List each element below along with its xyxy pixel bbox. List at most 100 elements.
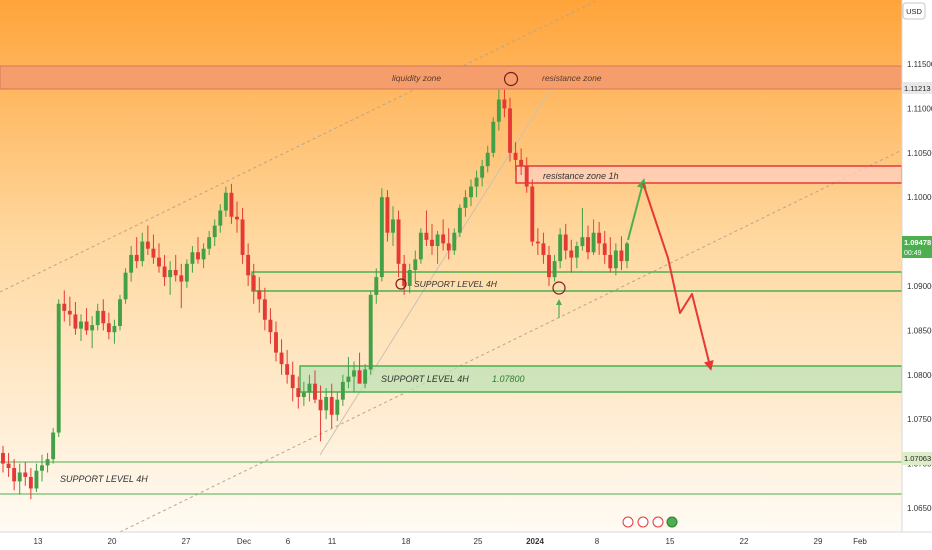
support-level-4h-mid[interactable] bbox=[299, 365, 903, 393]
candle-body bbox=[586, 237, 590, 253]
candle-body bbox=[262, 299, 267, 320]
candle-body bbox=[296, 388, 301, 397]
candle-body bbox=[229, 192, 234, 217]
candle-body bbox=[218, 210, 223, 226]
y-tick-label: 1.07500 bbox=[907, 415, 932, 424]
candle-body bbox=[574, 246, 579, 258]
candle-body bbox=[79, 321, 83, 329]
liquidity-resistance-zone[interactable] bbox=[0, 65, 903, 90]
candle-body bbox=[12, 468, 17, 482]
candle-body bbox=[157, 257, 161, 267]
candle-body bbox=[563, 234, 568, 251]
candle-body bbox=[90, 325, 95, 331]
candle-body bbox=[346, 376, 351, 382]
candle-body bbox=[418, 232, 423, 260]
candle-body bbox=[212, 225, 217, 238]
candle-body bbox=[441, 234, 446, 244]
last-price-text: 1.09478 bbox=[904, 238, 931, 247]
candle-body bbox=[513, 152, 518, 160]
candle-body bbox=[51, 432, 56, 460]
candle-body bbox=[95, 310, 100, 326]
candle-body bbox=[106, 323, 111, 333]
x-tick-label: Dec bbox=[237, 537, 251, 546]
candle-body bbox=[535, 241, 540, 244]
candle-body bbox=[151, 248, 156, 258]
candle-body bbox=[480, 166, 485, 178]
x-axis-ticks: 13 20 27 Dec 6 11 18 25 2024 8 15 22 29 Feb bbox=[34, 537, 868, 546]
projection-up-arrow[interactable] bbox=[627, 178, 647, 241]
y-tick-label: 1.11500 bbox=[907, 60, 932, 69]
flag-event-icon-2[interactable] bbox=[652, 516, 664, 528]
candle-body bbox=[485, 152, 490, 167]
candles bbox=[1, 89, 629, 500]
y-tick-label: 1.08500 bbox=[907, 326, 932, 335]
candle-body bbox=[391, 219, 395, 233]
x-tick-label: 8 bbox=[595, 537, 600, 546]
candle-body bbox=[324, 397, 329, 411]
x-tick-label: 22 bbox=[740, 537, 749, 546]
event-dot-icon[interactable] bbox=[666, 516, 678, 528]
candle-body bbox=[279, 352, 284, 365]
currency-badge[interactable] bbox=[902, 2, 926, 20]
candle-body bbox=[379, 197, 384, 278]
candle-body bbox=[597, 232, 602, 244]
candle-body bbox=[519, 159, 524, 167]
candle-body bbox=[335, 399, 340, 415]
candle-body bbox=[240, 219, 245, 255]
channel-upper-line[interactable] bbox=[0, 0, 599, 293]
candle-body bbox=[496, 99, 501, 122]
y-tick-label: 1.11000 bbox=[907, 104, 932, 113]
candle-body bbox=[374, 277, 379, 295]
x-tick-label: 15 bbox=[666, 537, 675, 546]
candle-body bbox=[190, 252, 195, 264]
candle-body bbox=[145, 241, 150, 249]
candle-body bbox=[569, 250, 574, 258]
y-tick-label: 1.08000 bbox=[907, 371, 932, 380]
candle-body bbox=[23, 472, 28, 477]
candle-body bbox=[474, 177, 479, 187]
support-level-4h-low-label: SUPPORT LEVEL 4H bbox=[60, 474, 148, 484]
candle-body bbox=[463, 197, 468, 208]
x-tick-label: 29 bbox=[814, 537, 823, 546]
candle-body bbox=[45, 459, 50, 466]
lightning-event-icon[interactable] bbox=[622, 516, 634, 528]
candle-body bbox=[385, 197, 390, 233]
candle-body bbox=[251, 275, 256, 291]
support-touch-marker-1 bbox=[395, 278, 407, 290]
candle-body bbox=[112, 325, 117, 333]
resistance-zone-1h-label: resistance zone 1h bbox=[543, 171, 619, 181]
candle-body bbox=[162, 266, 167, 278]
support-level-4h-mid-label: SUPPORT LEVEL 4H bbox=[381, 374, 469, 384]
liquidity-zone-label: liquidity zone bbox=[392, 73, 441, 83]
time-axis[interactable] bbox=[0, 532, 932, 550]
projection-down-arrow[interactable] bbox=[642, 182, 714, 371]
candle-body bbox=[84, 321, 89, 331]
y-tick-label: 1.09000 bbox=[907, 282, 932, 291]
candle-body bbox=[274, 332, 278, 353]
channel-lower-line[interactable] bbox=[119, 149, 903, 533]
economic-event-icons[interactable] bbox=[622, 516, 678, 528]
candle-body bbox=[223, 192, 228, 211]
candle-body bbox=[340, 381, 345, 400]
candle-body bbox=[541, 243, 546, 255]
candle-body bbox=[313, 383, 317, 400]
candle-body bbox=[6, 463, 11, 469]
candle-body bbox=[430, 239, 434, 247]
candle-body bbox=[352, 370, 356, 377]
x-tick-label: 11 bbox=[328, 537, 337, 546]
candle-body bbox=[602, 243, 607, 255]
candle-body bbox=[140, 241, 145, 262]
candle-body bbox=[34, 470, 39, 489]
candle-body bbox=[1, 452, 5, 464]
candle-body bbox=[62, 303, 67, 311]
candle-body bbox=[469, 186, 473, 198]
x-tick-label: 13 bbox=[34, 537, 43, 546]
candle-body bbox=[508, 108, 512, 153]
candle-body bbox=[625, 243, 629, 262]
candle-body bbox=[179, 275, 184, 282]
flag-event-icon-1[interactable] bbox=[637, 516, 649, 528]
y-tick-label: 1.10500 bbox=[907, 149, 932, 158]
candle-body bbox=[196, 252, 200, 260]
